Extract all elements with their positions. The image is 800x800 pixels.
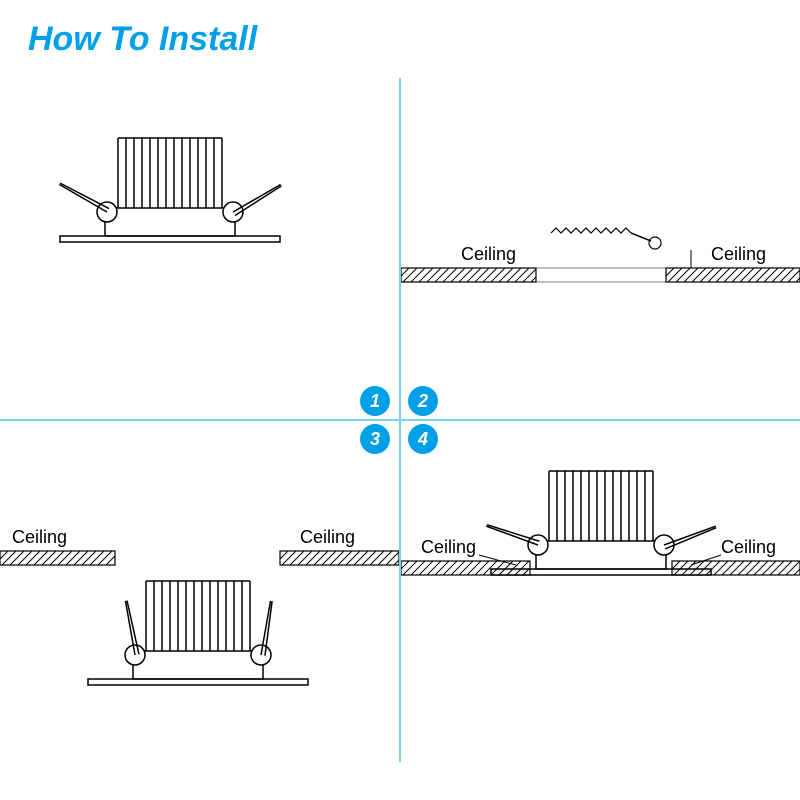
page-title: How To Install (28, 20, 257, 59)
svg-text:Ceiling: Ceiling (721, 537, 776, 557)
panel-step-1 (0, 78, 399, 419)
svg-text:Ceiling: Ceiling (711, 244, 766, 264)
panel-step-3: Ceiling Ceiling (0, 421, 399, 762)
panel-step-4: Ceiling Ceiling (401, 421, 800, 762)
panel-step-2: Ceiling Ceiling (401, 78, 800, 419)
svg-text:Ceiling: Ceiling (300, 527, 355, 547)
svg-text:Ceiling: Ceiling (12, 527, 67, 547)
svg-text:Ceiling: Ceiling (421, 537, 476, 557)
svg-text:Ceiling: Ceiling (461, 244, 516, 264)
